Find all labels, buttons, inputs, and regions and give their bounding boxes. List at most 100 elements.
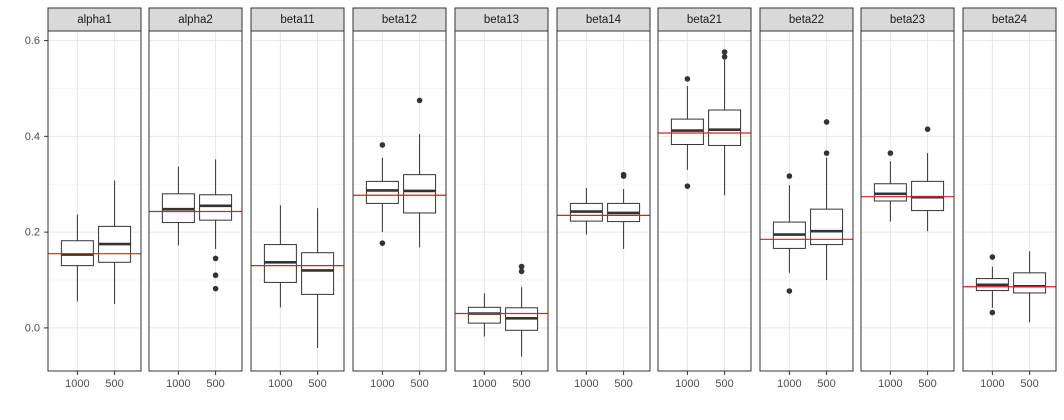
box-iqr [873, 183, 907, 202]
panel-background [48, 31, 141, 371]
facet-panel-alpha1: alpha1 1000 500 [47, 7, 142, 390]
y-tick-label: 0.6 [25, 35, 40, 47]
facet-panel-beta11: beta11 1000 500 [250, 7, 345, 390]
outlier-point [786, 288, 793, 294]
outlier-point [924, 126, 931, 132]
boxplot-beta12-1000 [365, 142, 399, 246]
boxplot-beta14-500 [607, 171, 641, 249]
facet-strip-label: beta12 [382, 14, 417, 26]
facet-panel-beta14: beta14 1000 500 [556, 7, 651, 390]
box-iqr [810, 208, 844, 246]
box-iqr [467, 306, 501, 324]
outlier-point [518, 263, 525, 270]
x-tick-label: 500 [614, 378, 632, 390]
outlier-point [887, 150, 894, 156]
x-tick-label: 1000 [675, 378, 699, 390]
boxplot-beta11-500 [301, 208, 335, 349]
outlier-point [684, 183, 691, 189]
x-tick-label: 500 [410, 378, 428, 390]
x-tick-label: 500 [512, 378, 530, 390]
boxplot-beta22-1000 [772, 173, 806, 294]
outlier-point [989, 309, 996, 316]
panel-background [760, 31, 853, 371]
panel-background [963, 31, 1056, 371]
y-tick-label: 0.4 [25, 131, 40, 143]
outlier-point [786, 173, 793, 179]
x-tick-label: 1000 [980, 378, 1004, 390]
box-iqr [708, 109, 742, 146]
x-tick-label: 1000 [472, 378, 496, 390]
facet-panel-beta13: beta13 1000 500 [454, 7, 549, 390]
outlier-point [684, 76, 691, 82]
facet-panel-beta12: beta12 1000 500 [352, 7, 447, 390]
facet-panel-beta22: beta22 1000 500 [759, 7, 854, 390]
box-iqr [403, 174, 437, 214]
outlier-point [823, 119, 830, 125]
x-tick-label: 500 [308, 378, 326, 390]
facet-strip-label: alpha2 [178, 14, 213, 26]
panel-border [47, 30, 142, 372]
x-tick-label: 1000 [777, 378, 801, 390]
outlier-point [379, 240, 386, 246]
box-iqr [199, 194, 233, 221]
facet-strip-label: alpha1 [77, 14, 112, 26]
boxplot-alpha2-1000 [161, 166, 195, 246]
panel-border [860, 30, 955, 372]
outlier-point [620, 173, 627, 179]
y-axis: 0.0 0.2 0.4 0.6 [25, 35, 48, 334]
facet-strip-label: beta21 [687, 14, 722, 26]
facet-strip-label: beta24 [992, 14, 1028, 26]
facet-strip-label: beta22 [789, 14, 824, 26]
panel-border [759, 30, 854, 372]
outlier-point [721, 54, 728, 60]
x-tick-label: 1000 [878, 378, 902, 390]
facet-strip-label: beta14 [586, 14, 622, 26]
y-tick-label: 0.2 [25, 227, 40, 239]
boxplot-beta12-500 [403, 97, 437, 248]
boxplot-alpha2-500 [199, 159, 233, 292]
x-tick-label: 1000 [268, 378, 292, 390]
x-tick-label: 500 [918, 378, 936, 390]
x-tick-label: 500 [206, 378, 224, 390]
panel-background [658, 31, 751, 371]
x-tick-label: 1000 [574, 378, 598, 390]
x-tick-label: 500 [1020, 378, 1038, 390]
panel-background [557, 31, 650, 371]
x-tick-label: 500 [715, 378, 733, 390]
outlier-point [989, 254, 996, 260]
facet-strip-label: beta11 [280, 14, 314, 26]
y-tick-label: 0.0 [25, 322, 40, 334]
panel-border [148, 30, 243, 372]
boxplot-beta22-500 [810, 119, 844, 281]
boxplot-beta23-500 [911, 126, 945, 232]
boxplot-beta21-500 [708, 49, 742, 196]
panel-background [251, 31, 344, 371]
boxplot-beta24-1000 [975, 254, 1009, 316]
outlier-point [518, 268, 525, 275]
x-tick-label: 1000 [65, 378, 89, 390]
panel-border [657, 30, 752, 372]
panel-border [352, 30, 447, 372]
box-iqr [301, 252, 335, 295]
outlier-point [212, 255, 219, 262]
outlier-point [379, 142, 386, 148]
outlier-point [212, 285, 219, 292]
outlier-point [416, 97, 423, 104]
facet-strip-label: beta23 [890, 14, 925, 26]
boxplot-beta14-1000 [569, 188, 603, 235]
x-tick-label: 1000 [370, 378, 394, 390]
facet-strip-label: beta13 [484, 14, 519, 26]
outlier-point [823, 150, 830, 156]
boxplot-alpha1-500 [98, 180, 132, 304]
outlier-point [721, 49, 728, 55]
facet-panel-beta21: beta21 1000 500 [657, 7, 752, 390]
x-tick-label: 500 [817, 378, 835, 390]
panel-border [454, 30, 549, 372]
panel-border [250, 30, 345, 372]
x-tick-label: 500 [105, 378, 123, 390]
panel-border [556, 30, 651, 372]
outlier-point [212, 272, 219, 279]
facet-panel-beta24: beta24 1000 500 [962, 7, 1057, 390]
